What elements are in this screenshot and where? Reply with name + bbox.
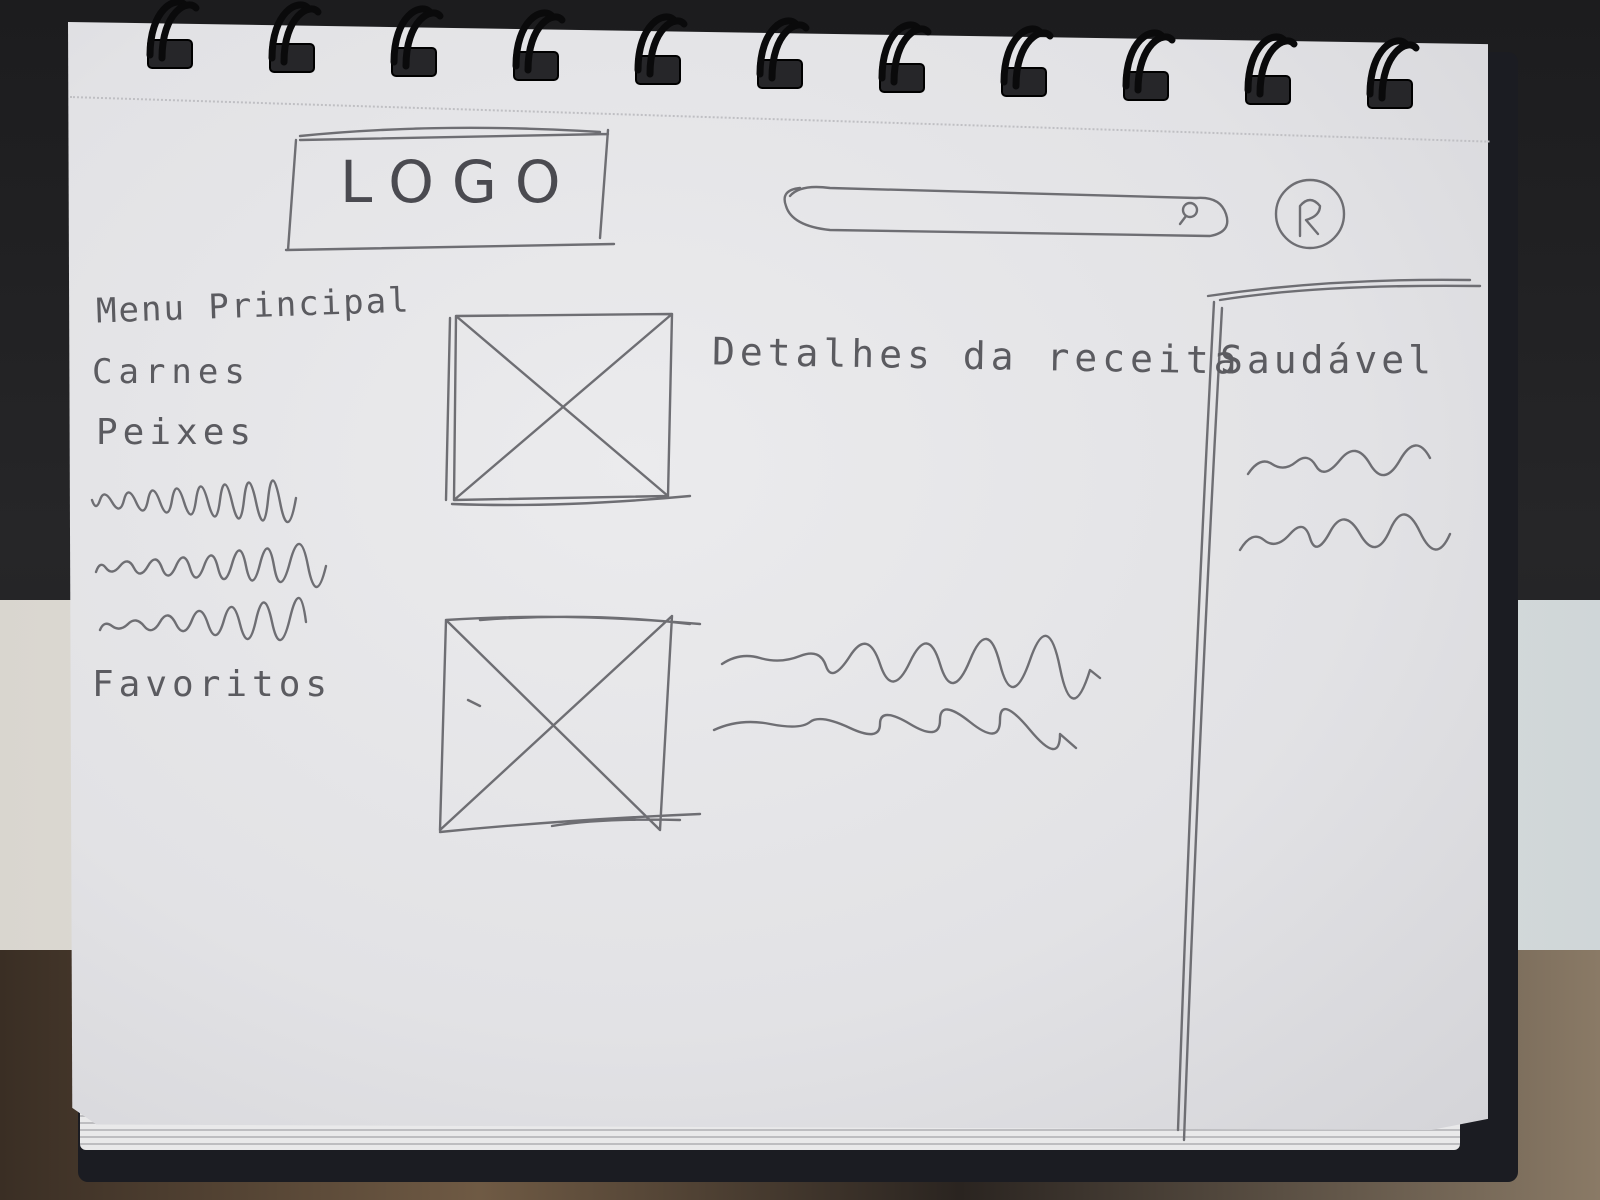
- right-panel-divider: [1176, 278, 1482, 1142]
- right-line-2: [1238, 513, 1452, 552]
- sketch-paper: [68, 22, 1488, 1130]
- user-icon: [1274, 178, 1346, 250]
- main-line-2: [712, 708, 1078, 751]
- sidebar-item-carnes[interactable]: Carnes: [92, 352, 251, 392]
- logo-box: [284, 126, 616, 252]
- search-icon: [1181, 201, 1199, 219]
- sidebar-item-peixes[interactable]: Peixes: [96, 412, 257, 453]
- sidebar-line-1: [90, 479, 298, 524]
- image-placeholder-2: [438, 614, 702, 834]
- recipe-details-title: Detalhes da receita: [711, 329, 1243, 383]
- main-line-1: [720, 634, 1102, 700]
- user-button[interactable]: [1276, 180, 1344, 248]
- recipe-image-2[interactable]: [442, 620, 670, 830]
- right-line-1: [1246, 444, 1432, 477]
- search-bar: [783, 185, 1229, 238]
- sidebar-line-2: [94, 542, 328, 589]
- healthy-panel-title: Saudável: [1220, 338, 1436, 382]
- search-input[interactable]: [790, 192, 1220, 232]
- logo[interactable]: LOGO: [340, 148, 579, 216]
- sidebar-line-3: [98, 596, 308, 642]
- sidebar-item-favoritos[interactable]: Favoritos: [92, 664, 333, 705]
- recipe-image-1[interactable]: [454, 316, 670, 500]
- image-placeholder-1: [444, 312, 692, 507]
